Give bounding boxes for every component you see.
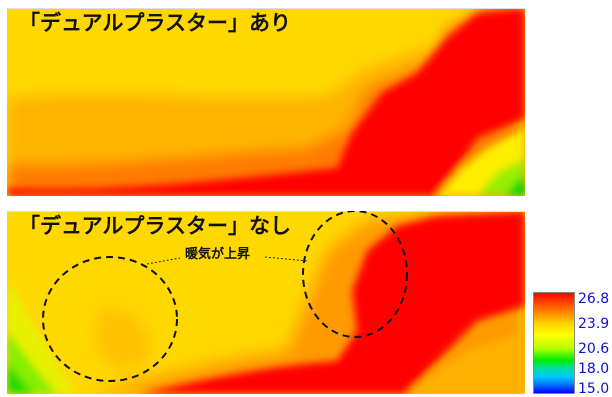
heat-contour-left-coolest [7,361,35,394]
colorbar-label-3: 20.6 [578,341,610,357]
panel-title-without-plaster: 「デュアルプラスター」なし [19,214,291,238]
warm-air-callout: 暖気が上昇 [185,247,251,262]
heatmap-panel-with-plaster: 「デュアルプラスター」あり [7,8,525,196]
callout-leader-left [146,257,181,265]
colorbar-label-2: 23.9 [578,316,610,332]
heat-contour-hot [7,8,525,196]
colorbar [533,292,575,394]
warm-air-region-left [42,256,178,382]
colorbar-label-max: 26.8 [578,291,610,307]
heatmap-panel-without-plaster: 「デュアルプラスター」なし 暖気が上昇 [7,211,525,394]
callout-leader-right [264,256,308,262]
colorbar-label-4: 18.0 [578,361,610,377]
heat-contour-hot [137,211,525,394]
heat-contour-coolest-corner [505,176,525,196]
heat-contour-warm-spot [97,310,150,371]
warm-air-region-right [302,211,408,338]
heatmap-with-plaster [7,8,525,196]
colorbar-label-min: 15.0 [578,381,610,397]
heat-contour-right-warm [407,331,525,394]
panel-title-with-plaster: 「デュアルプラスター」あり [19,11,291,35]
heatmap-without-plaster [7,211,525,394]
